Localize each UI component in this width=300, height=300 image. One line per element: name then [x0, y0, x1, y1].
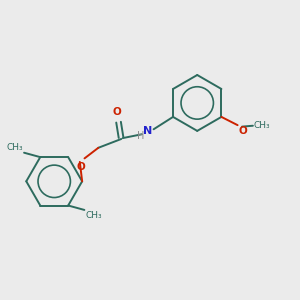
Text: H: H [137, 131, 144, 141]
Text: N: N [142, 126, 152, 136]
Text: O: O [76, 163, 85, 172]
Text: O: O [113, 107, 122, 117]
Text: CH₃: CH₃ [85, 211, 102, 220]
Text: CH₃: CH₃ [6, 142, 23, 152]
Text: CH₃: CH₃ [254, 121, 270, 130]
Text: O: O [238, 126, 247, 136]
